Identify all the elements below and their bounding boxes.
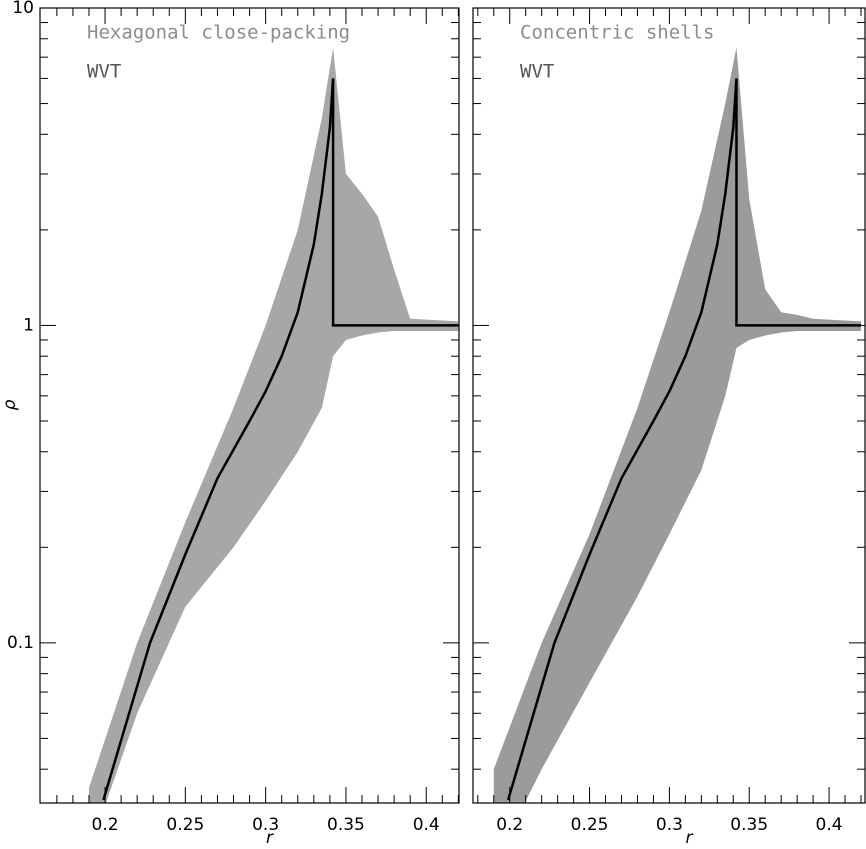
x-tick-label: 0.2 — [496, 815, 523, 835]
x-tick-label: 0.2 — [92, 815, 119, 835]
scatter-band — [88, 47, 459, 803]
panel-title: Hexagonal close-packing — [87, 22, 350, 44]
x-tick-label: 0.4 — [413, 815, 440, 835]
panel: 0.2 0.25 0.3 0.35 0.4 0.1 1 10 Hexagonal close-p… — [0, 0, 460, 848]
panel-subtitle: WVT — [87, 61, 121, 83]
y-tick-label: 1 — [23, 315, 34, 335]
x-tick-label: 0.35 — [327, 815, 365, 835]
x-tick-label: 0.4 — [816, 815, 843, 835]
x-tick-label: 0.35 — [730, 815, 768, 835]
panel-subtitle: WVT — [520, 61, 554, 83]
plot-area — [88, 47, 459, 803]
x-tick-label: 0.25 — [571, 815, 609, 835]
y-tick-label: 10 — [12, 0, 34, 18]
analytic-line — [102, 78, 459, 801]
analytic-line — [506, 78, 862, 801]
y-axis-label: ρ — [0, 399, 20, 410]
x-axis-label: r — [266, 828, 274, 848]
x-tick-label: 0.25 — [166, 815, 204, 835]
x-axis-label: r — [686, 828, 694, 848]
x-tick-label: 0.3 — [656, 815, 683, 835]
plot-area — [493, 47, 862, 803]
panel-title: Concentric shells — [520, 22, 714, 44]
scatter-band — [493, 47, 862, 803]
y-tick-label: 0.1 — [7, 633, 34, 653]
panel: 0.2 0.25 0.3 0.35 0.4 Concentric shells WVT r — [472, 7, 866, 848]
x-tick-label: 0.3 — [252, 815, 279, 835]
